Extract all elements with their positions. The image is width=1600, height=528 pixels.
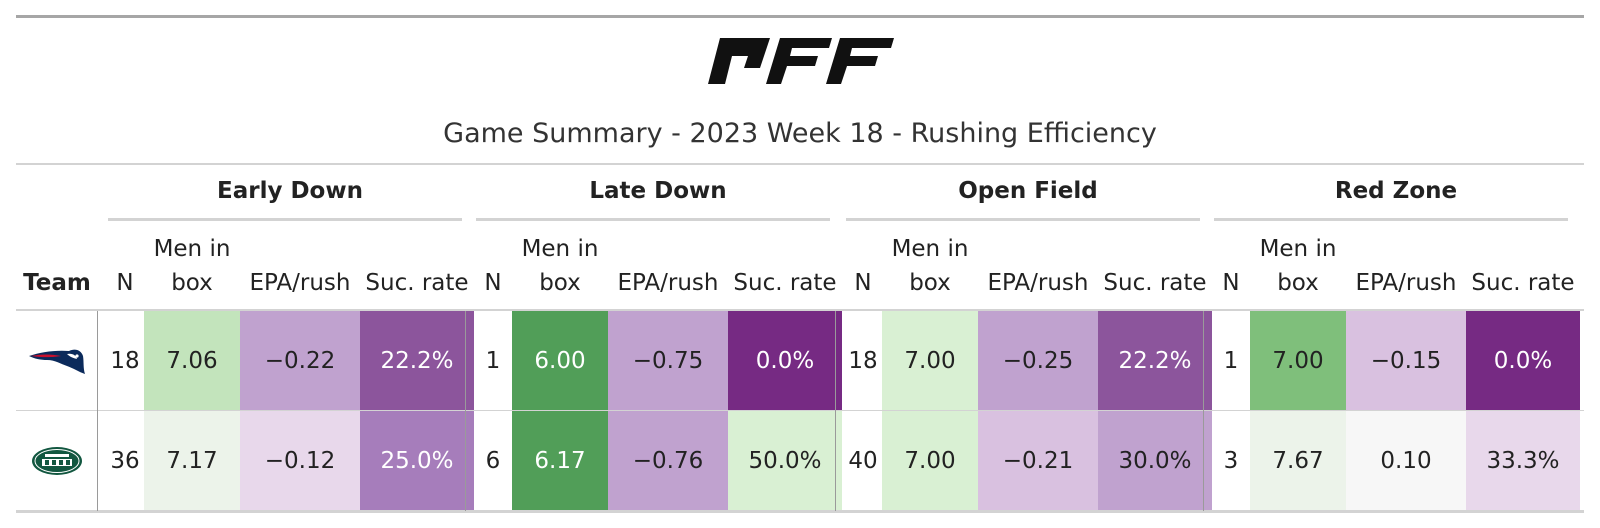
column-header-epa-rush: EPA/rush [1355, 270, 1457, 296]
column-header-men-in-box: Men in box [144, 232, 240, 300]
men-in-box-line-1: Men in [521, 236, 599, 262]
n-cell: 1 [1223, 348, 1239, 374]
header-rule [16, 309, 1584, 311]
men-in-box-cell: 7.00 [882, 411, 978, 511]
top-rule [16, 15, 1584, 18]
men-in-box-line-1: Men in [891, 236, 969, 262]
team-cell [16, 311, 98, 411]
men-in-box-cell: 7.06 [144, 311, 240, 411]
column-header-epa-rush: EPA/rush [617, 270, 719, 296]
column-header-epa-rush: EPA/rush [987, 270, 1089, 296]
pff-logo [708, 38, 894, 84]
column-header-n: N [1222, 270, 1240, 296]
column-header-men-in-box: Men in box [882, 232, 978, 300]
n-cell: 6 [485, 448, 501, 474]
n-cell: 40 [848, 448, 878, 474]
column-divider [1203, 311, 1204, 511]
epa-rush-cell: −0.25 [978, 311, 1098, 411]
suc-rate-cell: 0.0% [728, 311, 842, 411]
column-header-suc-rate: Suc. rate [733, 270, 837, 296]
epa-rush-cell: −0.15 [1346, 311, 1466, 411]
men-in-box-line-2: box [909, 270, 951, 296]
table-title: Game Summary - 2023 Week 18 - Rushing Ef… [443, 118, 1157, 149]
men-in-box-cell: 6.00 [512, 311, 608, 411]
table-row: 36 7.17 −0.12 25.0% 6 6.17 −0.76 50.0% 40 7.00 −0.… [16, 411, 1584, 511]
men-in-box-line-2: box [1277, 270, 1319, 296]
men-in-box-line-1: Men in [1259, 236, 1337, 262]
epa-rush-cell: −0.12 [240, 411, 360, 511]
suc-rate-cell: 33.3% [1466, 411, 1580, 511]
column-header-men-in-box: Men in box [1250, 232, 1346, 300]
suc-rate-cell: 0.0% [1466, 311, 1580, 411]
men-in-box-line-1: Men in [153, 236, 231, 262]
men-in-box-line-2: box [539, 270, 581, 296]
men-in-box-cell: 7.67 [1250, 411, 1346, 511]
epa-rush-cell: −0.21 [978, 411, 1098, 511]
column-header-n: N [484, 270, 502, 296]
spanner-rule [846, 218, 1200, 221]
column-header-n: N [854, 270, 872, 296]
men-in-box-cell: 6.17 [512, 411, 608, 511]
spanner-late-down: Late Down [589, 178, 727, 204]
suc-rate-cell: 30.0% [1098, 411, 1212, 511]
patriots-logo-icon [29, 349, 85, 374]
bottom-rule [16, 510, 1584, 513]
suc-rate-cell: 25.0% [360, 411, 474, 511]
column-divider [465, 311, 466, 511]
epa-rush-cell: −0.76 [608, 411, 728, 511]
column-header-men-in-box: Men in box [512, 232, 608, 300]
spanner-rule [476, 218, 830, 221]
n-cell: 1 [485, 348, 501, 374]
title-rule [16, 163, 1584, 165]
epa-rush-cell: 0.10 [1346, 411, 1466, 511]
spanner-open-field: Open Field [958, 178, 1098, 204]
column-header-epa-rush: EPA/rush [249, 270, 351, 296]
n-cell: 36 [110, 448, 140, 474]
men-in-box-cell: 7.00 [1250, 311, 1346, 411]
spanner-rule [108, 218, 462, 221]
column-header-suc-rate: Suc. rate [365, 270, 469, 296]
spanner-red-zone: Red Zone [1334, 178, 1458, 204]
column-divider [835, 311, 836, 511]
table-row: 18 7.06 −0.22 22.2% 1 6.00 −0.75 0.0% 18 7.00 −0.2… [16, 311, 1584, 411]
suc-rate-cell: 22.2% [1098, 311, 1212, 411]
suc-rate-cell: 50.0% [728, 411, 842, 511]
spanner-early-down: Early Down [217, 178, 363, 204]
men-in-box-cell: 7.00 [882, 311, 978, 411]
team-cell [16, 411, 98, 511]
column-header-n: N [116, 270, 134, 296]
suc-rate-cell: 22.2% [360, 311, 474, 411]
column-divider [97, 311, 98, 511]
column-header-team: Team [23, 270, 91, 296]
jets-logo-icon [32, 447, 82, 475]
row-separator [16, 410, 1584, 411]
n-cell: 18 [110, 348, 140, 374]
column-header-suc-rate: Suc. rate [1471, 270, 1575, 296]
epa-rush-cell: −0.22 [240, 311, 360, 411]
n-cell: 18 [848, 348, 878, 374]
men-in-box-cell: 7.17 [144, 411, 240, 511]
column-header-suc-rate: Suc. rate [1103, 270, 1207, 296]
n-cell: 3 [1223, 448, 1239, 474]
epa-rush-cell: −0.75 [608, 311, 728, 411]
spanner-rule [1214, 218, 1568, 221]
men-in-box-line-2: box [171, 270, 213, 296]
